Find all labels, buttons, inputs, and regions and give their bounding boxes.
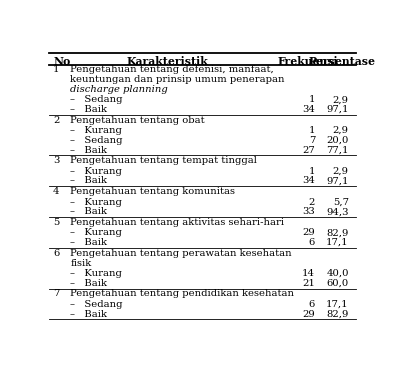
Text: Pengetahuan tentang obat: Pengetahuan tentang obat [70, 116, 205, 125]
Text: 2,9: 2,9 [333, 167, 349, 176]
Text: 2,9: 2,9 [333, 126, 349, 135]
Text: 29: 29 [302, 309, 315, 319]
Text: –   Baik: – Baik [70, 105, 107, 114]
Text: Pengetahuan tentang tempat tinggal: Pengetahuan tentang tempat tinggal [70, 156, 257, 165]
Text: fisik: fisik [70, 259, 91, 268]
Text: Pengetahuan tentang perawatan kesehatan: Pengetahuan tentang perawatan kesehatan [70, 249, 292, 258]
Text: –   Sedang: – Sedang [70, 300, 123, 309]
Text: 7: 7 [53, 290, 59, 298]
Text: 40,0: 40,0 [326, 269, 349, 278]
Text: 2: 2 [53, 116, 59, 125]
Text: Karakteristik: Karakteristik [126, 56, 208, 67]
Text: 14: 14 [302, 269, 315, 278]
Text: 34: 34 [302, 177, 315, 185]
Text: –   Kurang: – Kurang [70, 126, 122, 135]
Text: –   Baik: – Baik [70, 309, 107, 319]
Text: 33: 33 [302, 207, 315, 216]
Text: Pengetahuan tentang pendidikan kesehatan: Pengetahuan tentang pendidikan kesehatan [70, 290, 294, 298]
Text: –   Kurang: – Kurang [70, 198, 122, 206]
Text: 20,0: 20,0 [326, 136, 349, 145]
Text: Pengetahuan tentang defenisi, manfaat,: Pengetahuan tentang defenisi, manfaat, [70, 65, 274, 74]
Text: 6: 6 [309, 238, 315, 247]
Text: 29: 29 [302, 228, 315, 237]
Text: 1: 1 [308, 126, 315, 135]
Text: 1: 1 [308, 95, 315, 104]
Text: Persentase: Persentase [308, 56, 375, 67]
Text: 1: 1 [53, 65, 60, 74]
Text: 5: 5 [53, 218, 59, 227]
Text: keuntungan dan prinsip umum penerapan: keuntungan dan prinsip umum penerapan [70, 75, 285, 84]
Text: 60,0: 60,0 [327, 279, 349, 288]
Text: –   Sedang: – Sedang [70, 136, 123, 145]
Text: –   Baik: – Baik [70, 177, 107, 185]
Text: 82,9: 82,9 [326, 228, 349, 237]
Text: –   Kurang: – Kurang [70, 269, 122, 278]
Text: 34: 34 [302, 105, 315, 114]
Text: 94,3: 94,3 [326, 207, 349, 216]
Text: 2,9: 2,9 [333, 95, 349, 104]
Text: discharge planning: discharge planning [70, 85, 168, 94]
Text: 1: 1 [308, 167, 315, 176]
Text: Frekuensi: Frekuensi [278, 56, 339, 67]
Text: 17,1: 17,1 [326, 238, 349, 247]
Text: Pengetahuan tentang aktivitas sehari-hari: Pengetahuan tentang aktivitas sehari-har… [70, 218, 284, 227]
Text: No: No [53, 56, 70, 67]
Text: 27: 27 [302, 146, 315, 154]
Text: 17,1: 17,1 [326, 300, 349, 309]
Text: 6: 6 [309, 300, 315, 309]
Text: 5,7: 5,7 [333, 198, 349, 206]
Text: –   Baik: – Baik [70, 207, 107, 216]
Text: 6: 6 [53, 249, 59, 258]
Text: 21: 21 [302, 279, 315, 288]
Text: –   Baik: – Baik [70, 238, 107, 247]
Text: Pengetahuan tentang komunitas: Pengetahuan tentang komunitas [70, 187, 235, 196]
Text: –   Kurang: – Kurang [70, 228, 122, 237]
Text: –   Sedang: – Sedang [70, 95, 123, 104]
Text: 7: 7 [309, 136, 315, 145]
Text: 4: 4 [53, 187, 60, 196]
Text: 77,1: 77,1 [326, 146, 349, 154]
Text: 97,1: 97,1 [326, 177, 349, 185]
Text: –   Kurang: – Kurang [70, 167, 122, 176]
Text: 97,1: 97,1 [326, 105, 349, 114]
Text: 3: 3 [53, 156, 59, 165]
Text: –   Baik: – Baik [70, 146, 107, 154]
Text: –   Baik: – Baik [70, 279, 107, 288]
Text: 2: 2 [309, 198, 315, 206]
Text: 82,9: 82,9 [326, 309, 349, 319]
